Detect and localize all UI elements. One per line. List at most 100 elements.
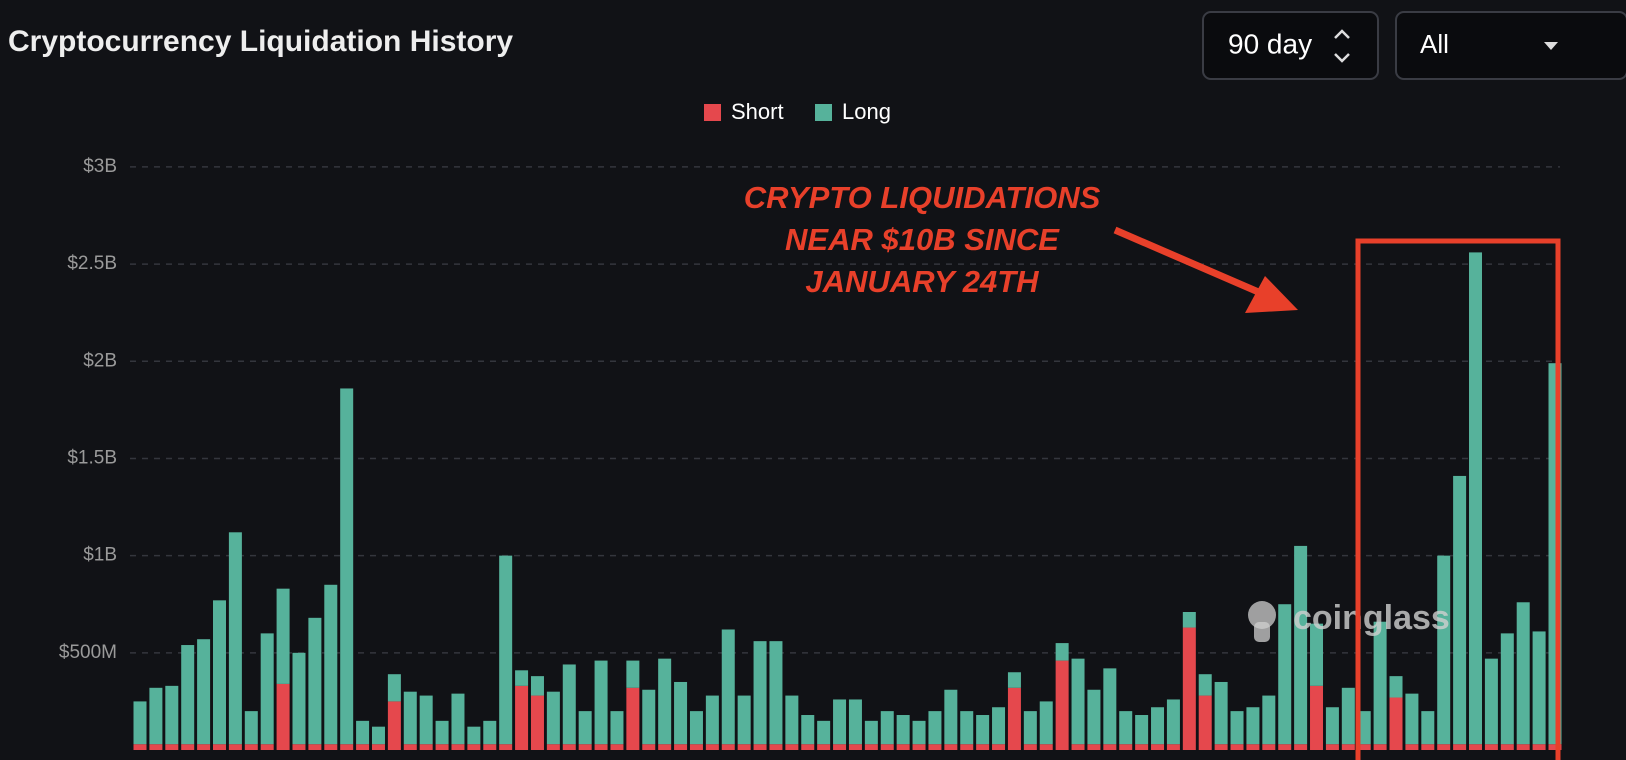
bar	[244, 744, 258, 750]
bar	[976, 744, 990, 750]
watermark-logo-body	[1254, 622, 1270, 642]
bar	[1230, 711, 1244, 745]
bar	[1230, 744, 1244, 750]
bar	[705, 695, 719, 745]
bar	[1373, 744, 1387, 750]
bar	[737, 695, 751, 745]
legend-label: Long	[842, 99, 891, 124]
bar	[1166, 744, 1180, 750]
bar	[674, 681, 688, 745]
bar	[212, 744, 226, 750]
bar	[801, 744, 815, 750]
bar	[1500, 633, 1514, 745]
bar	[1325, 707, 1339, 745]
bar	[1182, 627, 1196, 750]
bar	[1294, 744, 1308, 750]
legend: Short Long	[704, 99, 891, 124]
bar	[419, 695, 433, 745]
bar	[1151, 707, 1165, 745]
bar	[1341, 687, 1355, 745]
bar	[228, 532, 242, 745]
bar	[387, 701, 401, 750]
bar	[848, 699, 862, 745]
y-tick-label: $3B	[83, 156, 117, 177]
bar	[1214, 681, 1228, 745]
bar	[149, 687, 163, 745]
period-select[interactable]	[1202, 11, 1379, 80]
bar	[1405, 744, 1419, 750]
bar	[626, 687, 640, 750]
bar	[483, 744, 497, 750]
bar	[1373, 621, 1387, 745]
bar	[165, 744, 179, 750]
bar	[721, 629, 735, 745]
y-tick-label: $1.5B	[67, 447, 117, 468]
bar	[912, 720, 926, 745]
bar	[260, 633, 274, 745]
bar	[181, 645, 195, 745]
bar	[817, 720, 831, 745]
bar	[1310, 623, 1324, 686]
bar	[658, 744, 672, 750]
bar	[864, 720, 878, 745]
bar	[864, 744, 878, 750]
bar	[308, 617, 322, 745]
bar	[340, 744, 354, 750]
bar	[801, 715, 815, 745]
bar	[324, 744, 338, 750]
bar	[1516, 602, 1530, 745]
bar	[1357, 744, 1371, 750]
bar	[197, 744, 211, 750]
bar	[1469, 744, 1483, 750]
bar	[1278, 604, 1292, 745]
bar	[1119, 711, 1133, 745]
bar	[1007, 672, 1021, 688]
bar	[276, 683, 290, 750]
bar	[1135, 744, 1149, 750]
bar	[1007, 687, 1021, 750]
bar	[1421, 711, 1435, 745]
bar	[689, 711, 703, 745]
bar	[1039, 701, 1053, 745]
bar	[1071, 744, 1085, 750]
annotation-line: CRYPTO LIQUIDATIONS	[744, 180, 1101, 215]
bar	[1453, 475, 1467, 745]
bar	[197, 639, 211, 745]
bar	[674, 744, 688, 750]
bar	[165, 685, 179, 745]
spinner-icon[interactable]	[1334, 29, 1350, 63]
bar	[1325, 744, 1339, 750]
bar	[960, 744, 974, 750]
dropdown-caret[interactable]	[1544, 42, 1558, 50]
bar	[308, 744, 322, 750]
bar	[133, 701, 147, 745]
bar	[896, 744, 910, 750]
bar	[1437, 744, 1451, 750]
bar	[292, 744, 306, 750]
filter-value[interactable]: All	[1420, 29, 1449, 59]
bar	[785, 744, 799, 750]
bar	[530, 695, 544, 750]
legend-swatch	[815, 104, 832, 121]
bar	[1405, 693, 1419, 745]
bar	[1262, 695, 1276, 745]
annotation: CRYPTO LIQUIDATIONS NEAR $10B SINCE JANUAR…	[744, 180, 1101, 299]
bar	[451, 744, 465, 750]
bar	[515, 685, 529, 750]
watermark-logo	[1248, 601, 1276, 629]
bar	[928, 744, 942, 750]
bar	[1087, 689, 1101, 745]
legend-label: Short	[731, 99, 784, 124]
period-value[interactable]: 90 day	[1228, 28, 1312, 59]
watermark: coinglass	[1293, 599, 1450, 637]
bar	[467, 726, 481, 745]
bar	[1039, 744, 1053, 750]
bar	[753, 641, 767, 745]
bar	[1071, 658, 1085, 745]
filter-select[interactable]	[1395, 11, 1626, 80]
bar	[403, 744, 417, 750]
arrow-shaft	[1113, 226, 1272, 301]
bar	[817, 744, 831, 750]
y-tick-label: $2B	[83, 350, 117, 371]
